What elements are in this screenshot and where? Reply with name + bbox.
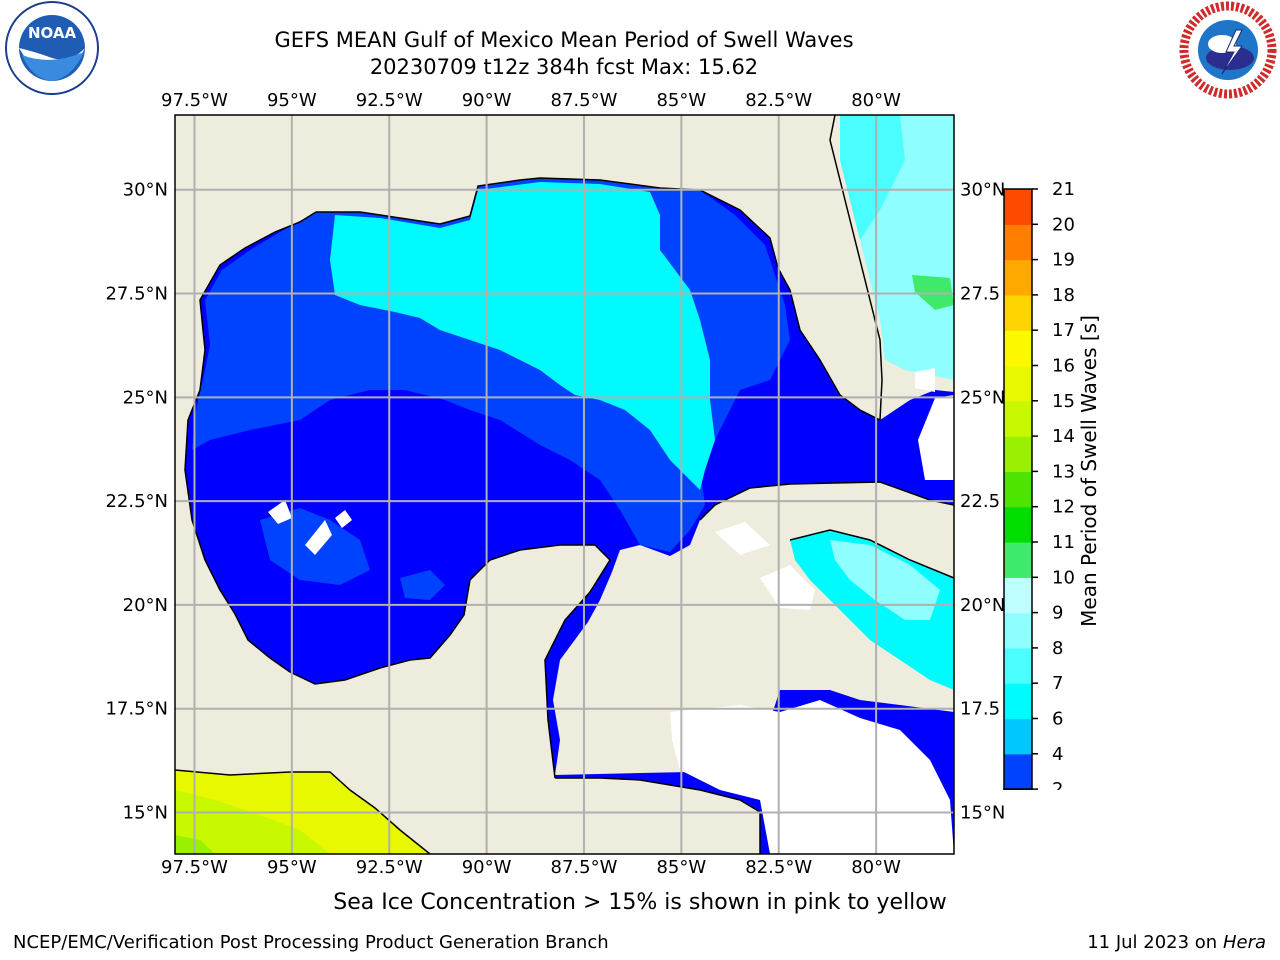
lat-tick-left: 17.5°N bbox=[105, 699, 168, 720]
lat-tick-right: 25°N bbox=[960, 387, 1005, 408]
lat-tick-right: 22.5 bbox=[960, 491, 1000, 512]
no-data-patch bbox=[268, 500, 292, 524]
lat-tick-right: 30°N bbox=[960, 180, 1005, 201]
colorbar-bin bbox=[1004, 189, 1032, 225]
map-title: GEFS MEAN Gulf of Mexico Mean Period of … bbox=[274, 28, 854, 52]
colorbar-bin bbox=[1004, 542, 1032, 578]
colorbar-bin bbox=[1004, 330, 1032, 367]
no-data-patch bbox=[760, 565, 815, 610]
lon-tick-top: 92.5°W bbox=[356, 90, 423, 111]
colorbar-tick-label: 2 bbox=[1052, 779, 1063, 790]
colorbar-bin bbox=[1004, 224, 1032, 261]
colorbar-bin bbox=[1004, 506, 1032, 543]
colorbar-tick-label: 19 bbox=[1052, 250, 1075, 271]
graticule bbox=[175, 115, 954, 854]
lat-tick-right: 15°N bbox=[960, 802, 1005, 823]
field-layer bbox=[174, 114, 955, 855]
lon-tick-bottom: 85°W bbox=[656, 857, 706, 878]
lat-tick-right: 20°N bbox=[960, 595, 1005, 616]
colorbar: 21 20 19 18 17 16 15 14 13 12 11 10 9 8 7 6 4 2 Mean Peri… bbox=[1002, 179, 1101, 790]
no-data-patch bbox=[715, 522, 770, 555]
colorbar-tick-label: 18 bbox=[1052, 285, 1075, 306]
lon-tick-bottom: 87.5°W bbox=[551, 857, 618, 878]
nws-logo-icon bbox=[1179, 1, 1277, 99]
lon-tick-top: 80°W bbox=[851, 90, 901, 111]
colorbar-tick-label: 20 bbox=[1052, 214, 1075, 235]
map-subtitle: 20230709 t12z 384h fcst Max: 15.62 bbox=[369, 55, 759, 79]
lat-tick-right: 17.5 bbox=[960, 699, 1000, 720]
colorbar-bin bbox=[1004, 400, 1032, 437]
colorbar-bin bbox=[1004, 577, 1032, 614]
lon-tick-top: 97.5°W bbox=[161, 90, 228, 111]
footer-date: 11 Jul 2023 on Hera bbox=[1087, 932, 1266, 953]
colorbar-tick-label: 12 bbox=[1052, 497, 1075, 518]
colorbar-bin bbox=[1004, 294, 1032, 331]
lon-tick-bottom: 80°W bbox=[851, 857, 901, 878]
colorbar-tick-label: 21 bbox=[1052, 179, 1075, 200]
footer-date-text: 11 Jul 2023 on bbox=[1087, 932, 1218, 953]
colorbar-tick-label: 15 bbox=[1052, 391, 1075, 412]
colorbar-tick-label: 10 bbox=[1052, 567, 1075, 588]
colorbar-bin bbox=[1004, 365, 1032, 402]
colorbar-tick-label: 13 bbox=[1052, 461, 1075, 482]
footer-credit: NCEP/EMC/Verification Post Processing Pr… bbox=[13, 932, 609, 953]
colorbar-bin bbox=[1004, 612, 1032, 649]
lon-tick-bottom: 97.5°W bbox=[161, 857, 228, 878]
caribbean-water-light bbox=[830, 540, 940, 620]
gulf-water-cyan bbox=[330, 182, 715, 490]
colorbar-frame bbox=[1003, 188, 1033, 790]
colorbar-tick-label: 11 bbox=[1052, 532, 1075, 553]
atlantic-water-cyan bbox=[840, 115, 905, 240]
colorbar-bin bbox=[1004, 718, 1032, 755]
colorbar-tick-label: 14 bbox=[1052, 426, 1075, 447]
colorbar-tick-label: 4 bbox=[1052, 744, 1063, 765]
gulf-water-medium-patch bbox=[400, 570, 445, 600]
colorbar-tick-label: 9 bbox=[1052, 603, 1063, 624]
atlantic-water-green bbox=[912, 275, 954, 310]
colorbar-label: Mean Period of Swell Waves [s] bbox=[1077, 315, 1101, 627]
map-frame bbox=[174, 114, 955, 855]
lat-tick-left: 25°N bbox=[123, 387, 168, 408]
lon-tick-bottom: 82.5°W bbox=[745, 857, 812, 878]
noaa-logo-icon: NOAA bbox=[5, 1, 99, 95]
colorbar-tick-label: 8 bbox=[1052, 638, 1063, 659]
axis-tick-labels: 97.5°W 97.5°W 95°W 95°W 92.5°W 92.5°W 90°W 90°W… bbox=[105, 90, 1005, 878]
swell-period-map: 97.5°W 97.5°W 95°W 95°W 92.5°W 92.5°W 90°W 90°W… bbox=[105, 90, 1005, 878]
lat-tick-left: 22.5°N bbox=[105, 491, 168, 512]
colorbar-tick-label: 6 bbox=[1052, 709, 1063, 730]
colorbar-bin bbox=[1004, 436, 1032, 472]
lat-tick-left: 20°N bbox=[123, 595, 168, 616]
footer-machine: Hera bbox=[1222, 932, 1266, 953]
lon-tick-bottom: 92.5°W bbox=[356, 857, 423, 878]
colorbar-tick-label: 16 bbox=[1052, 356, 1075, 377]
lon-tick-top: 90°W bbox=[462, 90, 512, 111]
no-data-patch bbox=[915, 368, 935, 392]
no-data-patch bbox=[670, 700, 954, 854]
svg-text:NOAA: NOAA bbox=[28, 24, 77, 42]
colorbar-tick-label: 17 bbox=[1052, 320, 1075, 341]
no-data-patch bbox=[335, 510, 352, 528]
no-data-patch bbox=[918, 395, 954, 480]
lat-tick-left: 30°N bbox=[123, 180, 168, 201]
lon-tick-top: 85°W bbox=[656, 90, 706, 111]
sea-ice-caption: Sea Ice Concentration > 15% is shown in … bbox=[333, 890, 947, 915]
colorbar-bin bbox=[1004, 259, 1032, 296]
lat-tick-right: 27.5 bbox=[960, 284, 1000, 305]
colorbar-bin bbox=[1004, 647, 1032, 684]
lon-tick-bottom: 95°W bbox=[267, 857, 317, 878]
lat-tick-left: 27.5°N bbox=[105, 284, 168, 305]
lon-tick-top: 87.5°W bbox=[551, 90, 618, 111]
lon-tick-bottom: 90°W bbox=[462, 857, 512, 878]
colorbar-bin bbox=[1004, 753, 1032, 790]
colorbar-bin bbox=[1004, 471, 1032, 508]
no-data-patch bbox=[305, 520, 332, 555]
colorbar-tick-label: 7 bbox=[1052, 673, 1063, 694]
lat-tick-left: 15°N bbox=[123, 802, 168, 823]
lon-tick-top: 95°W bbox=[267, 90, 317, 111]
lon-tick-top: 82.5°W bbox=[745, 90, 812, 111]
colorbar-bin bbox=[1004, 683, 1032, 720]
